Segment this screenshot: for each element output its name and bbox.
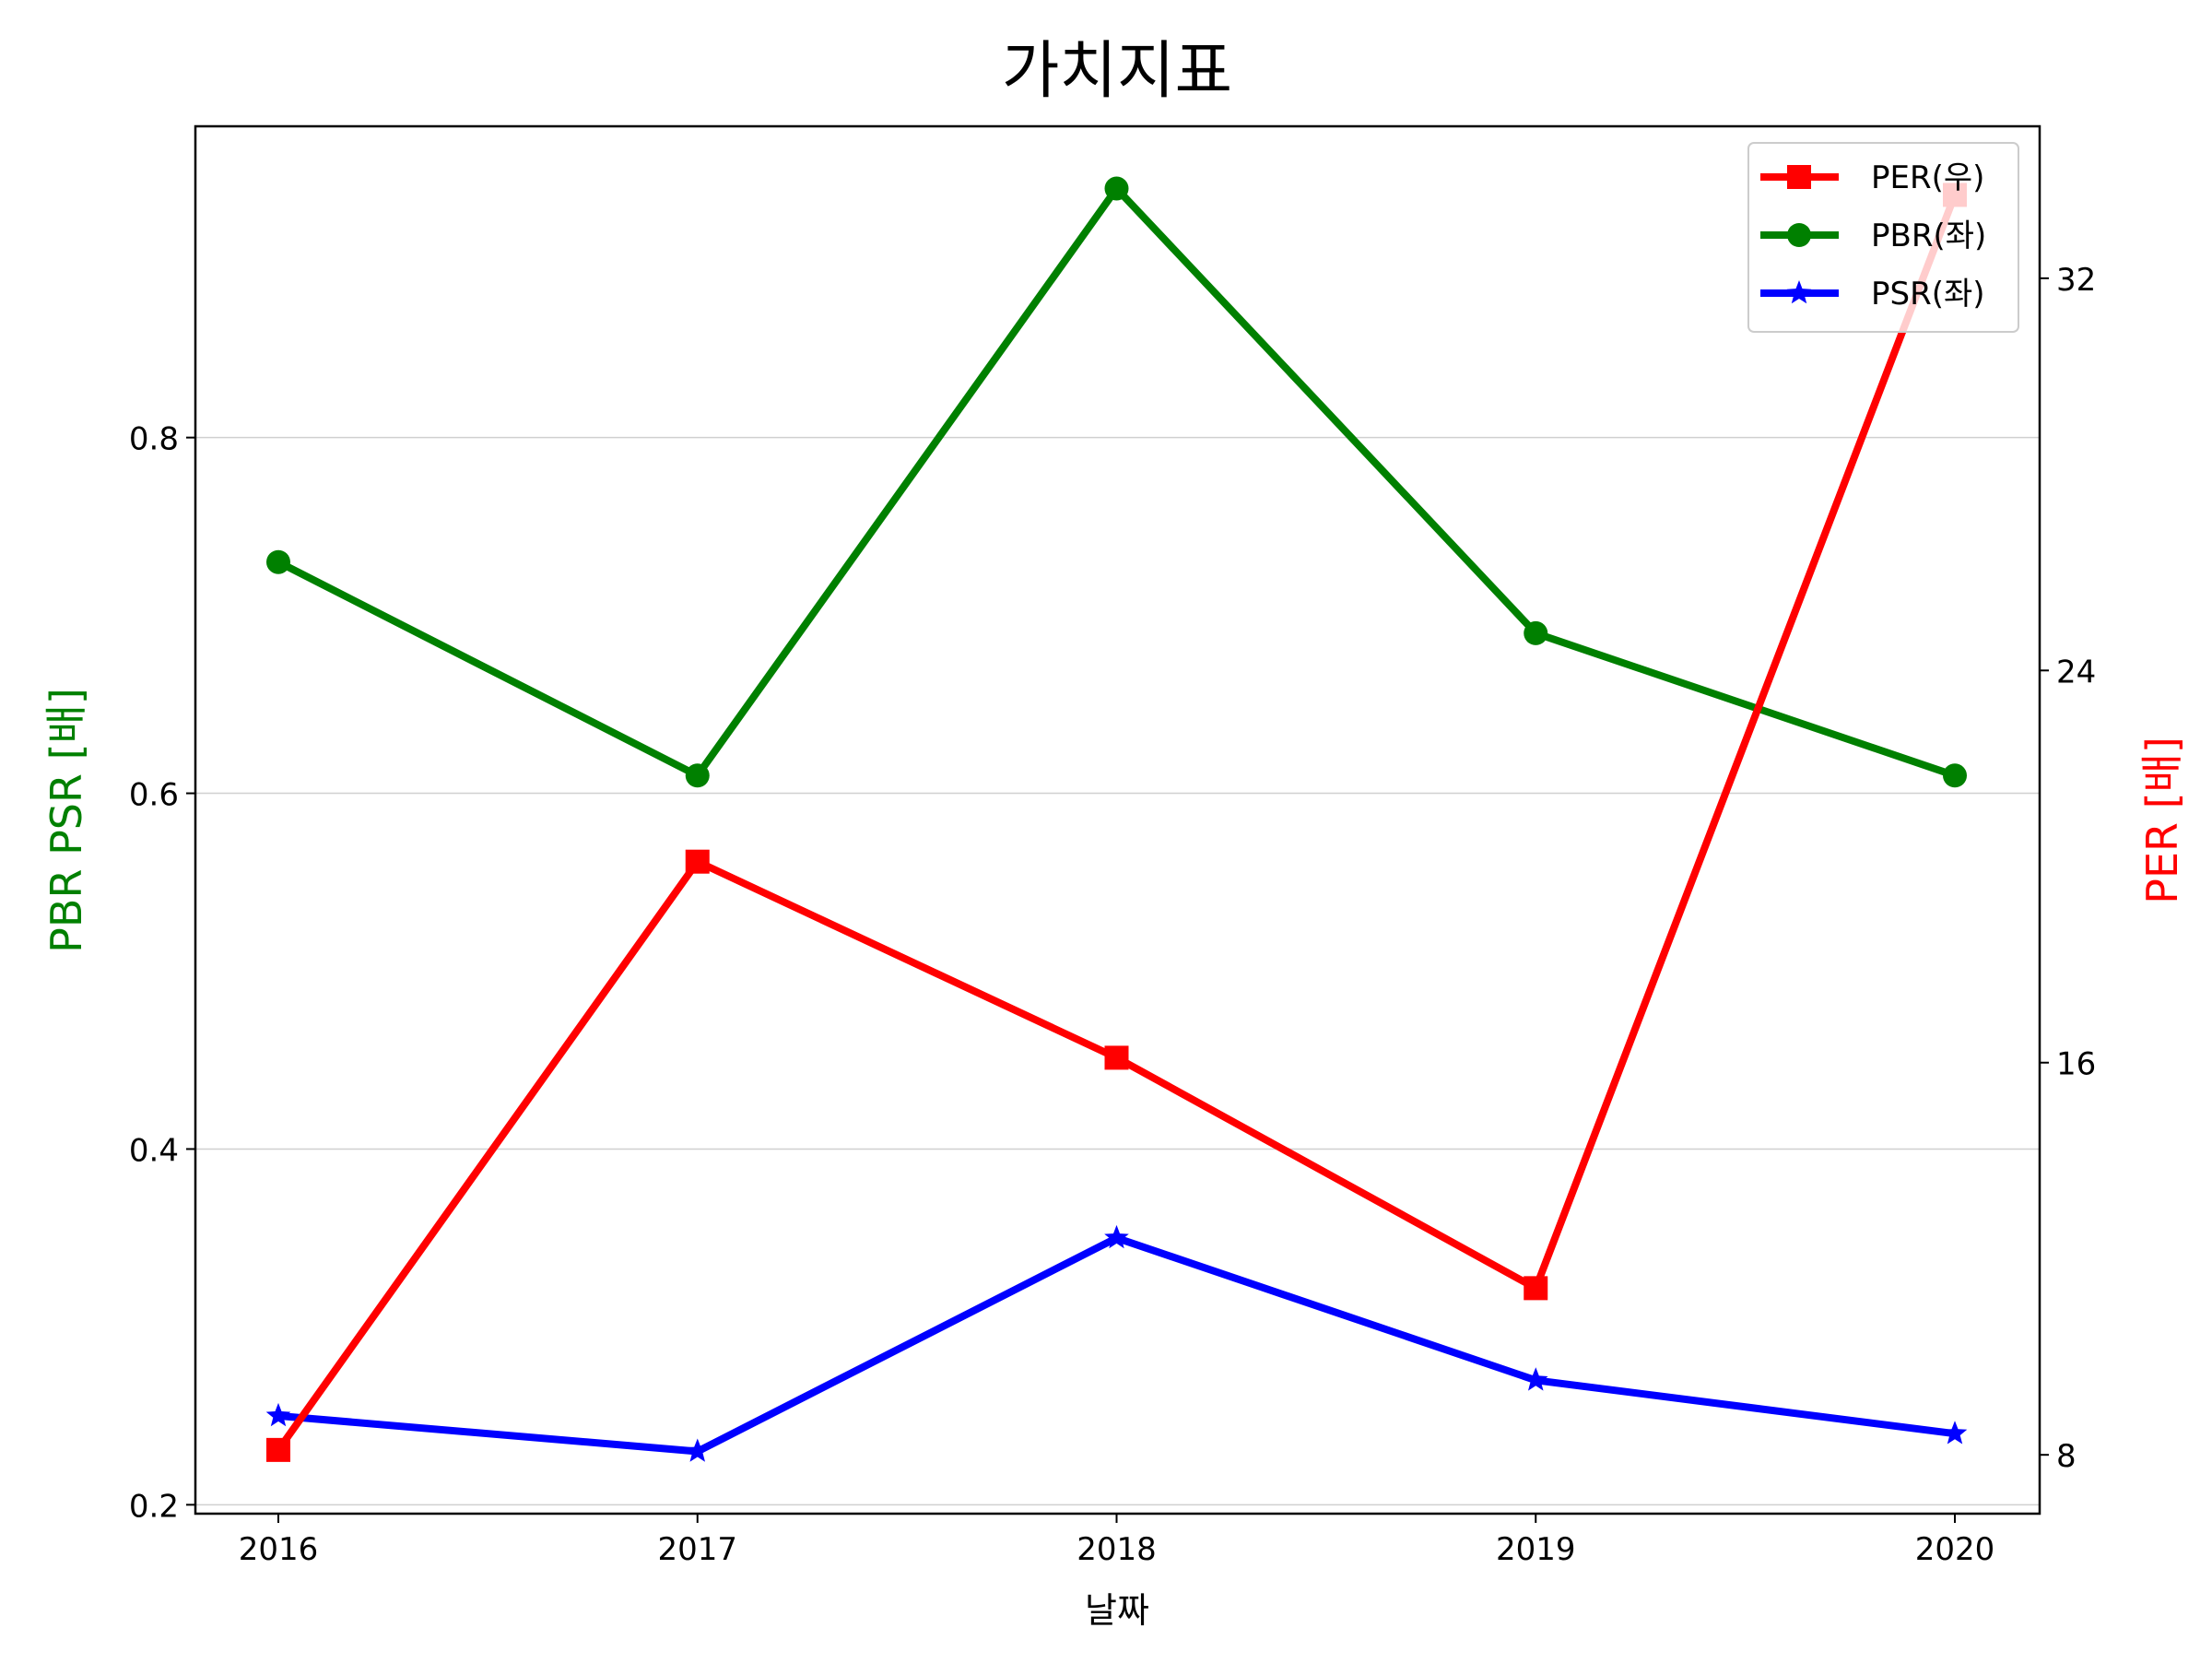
series-line-pbr <box>278 189 1955 776</box>
point-pbr-2018 <box>1105 177 1129 201</box>
point-psr-2020 <box>1943 1421 1968 1444</box>
legend-entries: PER(우) PBR(좌) PSR(좌) <box>1760 159 1986 313</box>
point-per-2019 <box>1524 1276 1547 1300</box>
y-left-tick-label-0: 0.2 <box>129 1488 179 1525</box>
point-psr-2019 <box>1524 1367 1548 1390</box>
point-per-2018 <box>1105 1045 1129 1069</box>
y-left-tick-label-2: 0.6 <box>129 777 179 814</box>
point-psr-2017 <box>685 1439 710 1462</box>
axis-layer: 0.2 0.4 0.6 0.8 8 16 24 32 2016 2017 2018 2019 2020 <box>129 262 2096 1568</box>
legend-label-psr: PSR(좌) <box>1871 276 1985 313</box>
x-tick-label-1: 2017 <box>657 1531 737 1568</box>
y-right-tick-label-3: 32 <box>2056 262 2096 299</box>
plot-frame <box>195 126 2040 1514</box>
x-tick-label-0: 2016 <box>239 1531 319 1568</box>
point-pbr-2016 <box>266 550 290 574</box>
y-right-tick-label-1: 16 <box>2056 1046 2096 1083</box>
legend-marker-per <box>1787 165 1811 189</box>
legend: PER(우) PBR(좌) PSR(좌) <box>1748 143 2018 332</box>
series-line-psr <box>278 1238 1955 1452</box>
y-right-tick-label-2: 24 <box>2056 654 2096 690</box>
x-tick-label-3: 2019 <box>1496 1531 1576 1568</box>
series-line-per <box>278 195 1955 1450</box>
y-right-axis-label: PER [배] <box>2137 737 2187 904</box>
x-tick-label-4: 2020 <box>1915 1531 1995 1568</box>
legend-marker-pbr <box>1787 223 1811 247</box>
point-psr-2016 <box>266 1403 291 1426</box>
point-pbr-2017 <box>686 763 710 787</box>
series-layer <box>266 177 1968 1462</box>
x-tick-label-2: 2018 <box>1077 1531 1157 1568</box>
chart-title: 가치지표 <box>1002 35 1232 108</box>
y-right-tick-label-0: 8 <box>2056 1438 2077 1475</box>
point-per-2016 <box>266 1438 290 1462</box>
point-pbr-2019 <box>1524 621 1547 645</box>
y-left-axis-label: PBR PSR [배] <box>41 688 91 953</box>
legend-label-per: PER(우) <box>1871 159 1984 196</box>
grid-layer <box>195 438 2040 1505</box>
point-per-2017 <box>686 850 710 874</box>
point-pbr-2020 <box>1943 763 1967 787</box>
y-left-tick-label-3: 0.8 <box>129 421 179 458</box>
x-axis-label: 날짜 <box>1085 1590 1149 1631</box>
legend-label-pbr: PBR(좌) <box>1871 218 1986 254</box>
y-left-tick-label-1: 0.4 <box>129 1132 179 1169</box>
